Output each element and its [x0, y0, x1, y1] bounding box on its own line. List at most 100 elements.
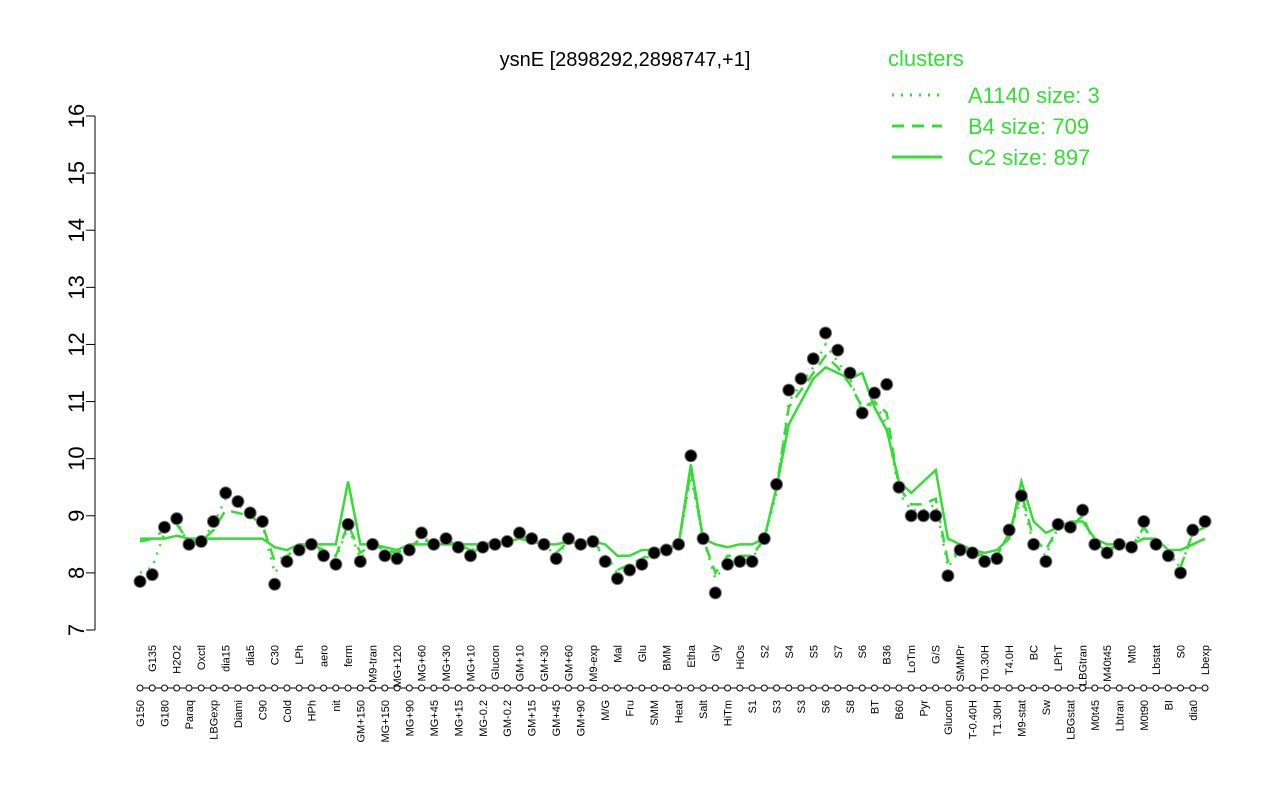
data-point	[929, 509, 943, 523]
data-point	[133, 574, 147, 588]
rug-mark	[577, 684, 585, 692]
data-point	[1125, 540, 1139, 554]
data-point	[855, 406, 869, 420]
rug-mark	[491, 684, 499, 692]
x-tick-label: M0t90	[1139, 700, 1151, 731]
rug-mark	[234, 684, 242, 692]
data-point	[745, 554, 759, 568]
data-point	[684, 449, 698, 463]
rug-mark	[919, 684, 927, 692]
rug-mark	[968, 684, 976, 692]
cluster-line	[140, 365, 1206, 558]
x-tick-label: T4.0H	[1004, 645, 1016, 675]
data-point	[145, 568, 159, 582]
data-point	[525, 532, 539, 546]
rug-mark	[846, 684, 854, 692]
x-tick-label: B60	[894, 700, 906, 720]
x-tick-label: M9-stat	[1016, 700, 1028, 737]
data-point	[1161, 549, 1175, 563]
x-tick-label: S1	[747, 700, 759, 713]
y-tick-label: 11	[64, 390, 89, 413]
x-tick-label: Pyr	[918, 700, 930, 717]
x-tick-label: LBGexp	[208, 700, 220, 740]
x-tick-label: G150	[135, 700, 147, 727]
x-tick-label: C90	[257, 700, 269, 720]
x-tick-label: B36	[882, 645, 894, 665]
rug-mark	[650, 684, 658, 692]
rug-mark	[307, 684, 315, 692]
rug-mark	[160, 684, 168, 692]
x-tick-label: Fru	[625, 700, 637, 717]
data-point	[512, 526, 526, 540]
x-tick-label: GM+90	[576, 700, 588, 736]
data-point	[647, 546, 661, 560]
rug-mark	[981, 684, 989, 692]
x-tick-label: S0	[1176, 645, 1188, 658]
data-point	[1051, 517, 1065, 531]
legend-label: C2 size: 897	[968, 145, 1090, 170]
x-tick-label: GM+30	[539, 645, 551, 681]
x-tick-label: S6	[857, 645, 869, 658]
x-tick-label: MG+60	[417, 645, 429, 681]
rug-mark	[552, 684, 560, 692]
x-tick-label: Glucon	[490, 645, 502, 680]
x-tick-label: LBGstat	[1065, 700, 1077, 740]
rug-mark	[258, 684, 266, 692]
rug-mark	[515, 684, 523, 692]
rug-mark	[1079, 684, 1087, 692]
x-tick-label: S5	[808, 645, 820, 658]
data-point	[819, 326, 833, 340]
x-tick-label: M40t45	[1102, 645, 1114, 682]
y-tick-label: 13	[64, 275, 89, 299]
rug-mark	[1030, 684, 1038, 692]
data-point	[402, 543, 416, 557]
x-tick-label: Gly	[710, 645, 722, 662]
data-point	[635, 557, 649, 571]
x-tick-label: GM+15	[527, 700, 539, 736]
y-tick-label: 7	[64, 624, 89, 636]
x-tick-label: SMMPr	[955, 645, 967, 682]
x-tick-label: T1.30H	[992, 700, 1004, 736]
rug-mark	[748, 684, 756, 692]
chart-title: ysnE [2898292,2898747,+1]	[500, 49, 751, 71]
rug-mark	[626, 684, 634, 692]
x-tick-label: MG+90	[404, 700, 416, 736]
x-tick-label: dia15	[221, 645, 233, 672]
x-tick-label: HiTm	[723, 700, 735, 726]
x-tick-label: S4	[784, 645, 796, 658]
data-point	[353, 554, 367, 568]
x-tick-label: S3	[772, 700, 784, 713]
data-point	[464, 549, 478, 563]
x-tick-label: T0.30H	[980, 645, 992, 681]
x-tick-label: M/G	[600, 700, 612, 721]
rug-mark	[907, 684, 915, 692]
rug-mark	[1115, 684, 1123, 692]
x-tick-label: nit	[331, 700, 343, 712]
rug-mark	[209, 684, 217, 692]
data-point	[231, 495, 245, 508]
x-tick-label: Glu	[637, 645, 649, 662]
data-point	[537, 537, 551, 551]
data-point	[427, 537, 441, 551]
rug-mark	[430, 684, 438, 692]
rug-mark	[589, 684, 597, 692]
rug-mark	[601, 684, 609, 692]
rug-mark	[405, 684, 413, 692]
rug-mark	[418, 684, 426, 692]
x-tick-label: S2	[759, 645, 771, 658]
y-tick-label: 10	[64, 446, 89, 470]
data-point	[757, 532, 771, 546]
rug-mark	[785, 684, 793, 692]
data-point	[843, 366, 857, 380]
legend-title: clusters	[888, 46, 964, 71]
rug-mark	[1189, 684, 1197, 692]
data-point	[880, 377, 894, 391]
rug-mark	[1017, 684, 1025, 692]
data-point	[916, 509, 930, 523]
x-tick-label: SMM	[649, 700, 661, 726]
data-point	[561, 532, 575, 546]
data-point	[586, 534, 600, 548]
x-tick-label: Etha	[686, 644, 698, 668]
